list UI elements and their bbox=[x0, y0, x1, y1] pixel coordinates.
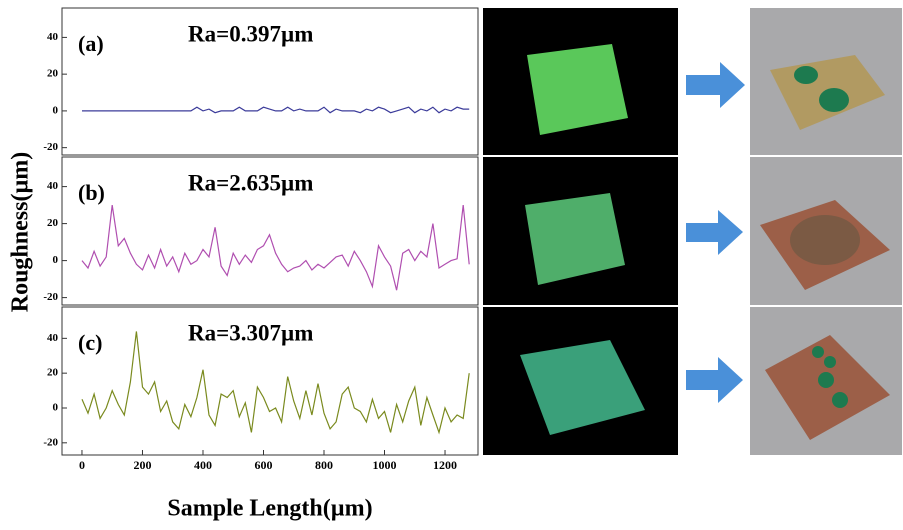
roughness-annotation: Ra=3.307µm bbox=[188, 320, 313, 345]
x-tick-label: 1000 bbox=[373, 458, 397, 472]
panel-label: (c) bbox=[78, 330, 102, 355]
x-axis-label: Sample Length(µm) bbox=[167, 496, 372, 522]
y-tick-label: -20 bbox=[43, 436, 58, 448]
y-axis-label: Roughness(µm) bbox=[8, 152, 34, 313]
roughness-annotation: Ra=2.635µm bbox=[188, 170, 313, 195]
photos bbox=[680, 8, 902, 455]
plot-frame bbox=[61, 156, 479, 306]
y-tick-label: 0 bbox=[53, 254, 59, 266]
profile-line bbox=[81, 331, 470, 435]
y-tick-label: 20 bbox=[47, 217, 59, 229]
renders bbox=[483, 8, 678, 455]
y-tick-label: 0 bbox=[53, 104, 59, 116]
panel-label: (a) bbox=[78, 31, 104, 56]
y-tick-label: 20 bbox=[47, 68, 59, 80]
x-tick-label: 200 bbox=[133, 458, 151, 472]
y-tick-label: -20 bbox=[43, 141, 58, 153]
profile-line bbox=[82, 106, 470, 114]
x-tick-label: 800 bbox=[315, 458, 333, 472]
plot-frame bbox=[61, 306, 479, 456]
y-tick-label: 40 bbox=[47, 180, 59, 192]
x-tick-label: 600 bbox=[254, 458, 272, 472]
x-tick-label: 400 bbox=[194, 458, 212, 472]
y-tick-label: -20 bbox=[43, 291, 58, 303]
x-tick-label: 0 bbox=[79, 458, 85, 472]
roughness-annotation: Ra=0.397µm bbox=[188, 21, 313, 46]
y-tick-label: 20 bbox=[47, 367, 59, 379]
profile-line bbox=[81, 205, 470, 291]
plot-frame bbox=[61, 7, 479, 156]
y-tick-label: 40 bbox=[47, 332, 59, 344]
x-tick-label: 1200 bbox=[433, 458, 457, 472]
panel-label: (b) bbox=[78, 180, 105, 205]
y-tick-label: 0 bbox=[53, 402, 59, 414]
y-tick-label: 40 bbox=[47, 31, 59, 43]
